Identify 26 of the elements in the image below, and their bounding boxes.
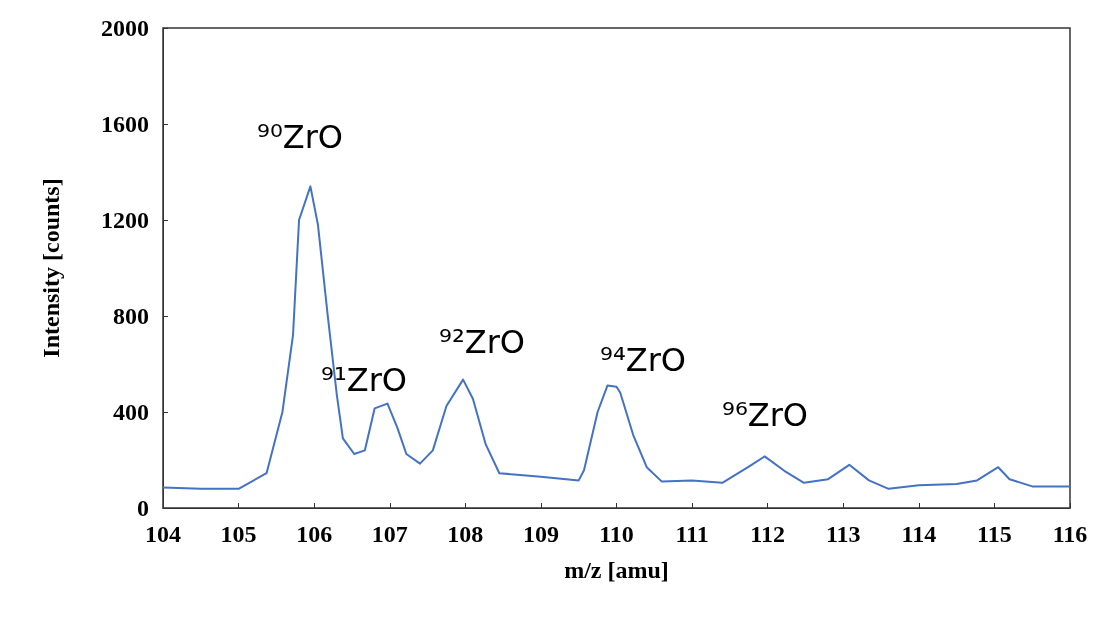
x-tick-label: 116 [1052, 521, 1088, 547]
y-axis-title: Intensity [counts] [38, 178, 64, 358]
x-tick-label: 109 [522, 521, 559, 547]
x-tick-label: 115 [977, 521, 1012, 547]
y-tick-label: 0 [137, 495, 149, 521]
x-tick-label: 113 [825, 521, 861, 547]
y-tick-label: 2000 [101, 15, 149, 41]
x-tick-label: 105 [220, 521, 257, 547]
x-tick-label: 107 [371, 521, 408, 547]
annotation: ⁹²ZrO [439, 323, 525, 361]
y-tick-label: 400 [113, 399, 149, 425]
y-tick-label: 1600 [101, 111, 149, 137]
annotation: ⁹⁰ZrO [257, 118, 343, 156]
x-tick-label: 108 [447, 521, 484, 547]
annotation: ⁹⁶ZrO [722, 396, 808, 434]
y-tick-label: 1200 [101, 207, 149, 233]
annotation: ⁹⁴ZrO [600, 341, 686, 379]
x-tick-label: 106 [296, 521, 333, 547]
x-tick-label: 111 [675, 521, 709, 547]
x-axis-title: m/z [amu] [564, 557, 669, 583]
y-tick-label: 800 [113, 303, 149, 329]
line-series [162, 185, 1071, 490]
x-tick-label: 110 [599, 521, 634, 547]
x-tick-label: 112 [750, 521, 786, 547]
x-tick-label: 104 [145, 521, 181, 547]
x-tick-label: 114 [901, 521, 937, 547]
